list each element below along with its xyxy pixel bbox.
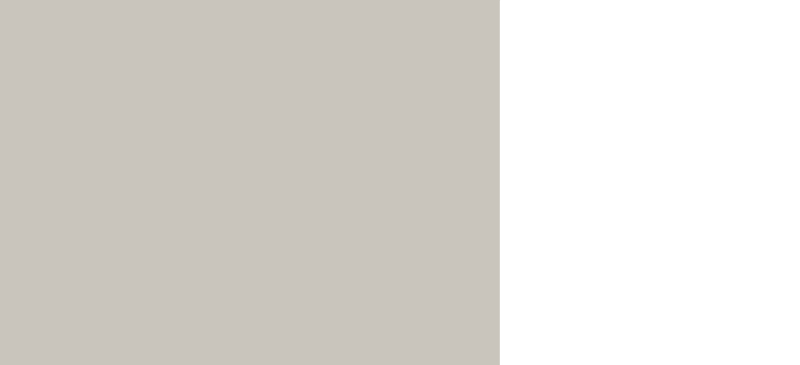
Text: B.: B.	[12, 246, 27, 261]
Text: C.: C.	[12, 283, 27, 297]
Text: $1$: $1$	[356, 158, 364, 172]
Text: $\omega$: $\omega$	[183, 29, 207, 57]
Text: $\theta$: $\theta$	[186, 0, 204, 27]
Text: $\theta = \dfrac{3\pi}{8}$  radians,  $\omega = \dfrac{\pi}{24}$  radian per min: $\theta = \dfrac{3\pi}{8}$ radians, $\om…	[5, 84, 298, 116]
Text: $8$: $8$	[167, 161, 182, 185]
Text: $t = 9\pi$: $t = 9\pi$	[42, 319, 88, 335]
Text: $1$: $1$	[416, 191, 424, 204]
Text: $\div$: $\div$	[212, 148, 232, 172]
Text: $t = -9$: $t = -9$	[42, 245, 96, 261]
Text: $t = 9$: $t = 9$	[42, 209, 78, 225]
Text: $= 9$: $= 9$	[452, 146, 508, 174]
Text: $t$: $t$	[78, 147, 91, 173]
Text: $\pi$: $\pi$	[260, 128, 276, 152]
Text: D.: D.	[12, 319, 29, 334]
Text: $1$: $1$	[361, 191, 370, 204]
Text: A.: A.	[12, 210, 27, 224]
Text: $3\pi$: $3\pi$	[159, 128, 190, 152]
Text: $3\pi \cdot 24$: $3\pi \cdot 24$	[356, 125, 428, 145]
Text: $8 \cdot \pi$: $8 \cdot \pi$	[366, 167, 410, 187]
Text: $t = \dfrac{\pi}{9}$: $t = \dfrac{\pi}{9}$	[42, 275, 78, 305]
Text: $3$: $3$	[442, 109, 454, 125]
Text: Use the formula $\omega = \frac{\theta}{t}$ to find the value of the missing var: Use the formula $\omega = \frac{\theta}{…	[5, 52, 423, 74]
Text: $=$: $=$	[102, 147, 128, 173]
Text: $=$: $=$	[299, 147, 325, 173]
Text: $24$: $24$	[253, 161, 283, 185]
Text: $t=$: $t=$	[116, 13, 155, 41]
